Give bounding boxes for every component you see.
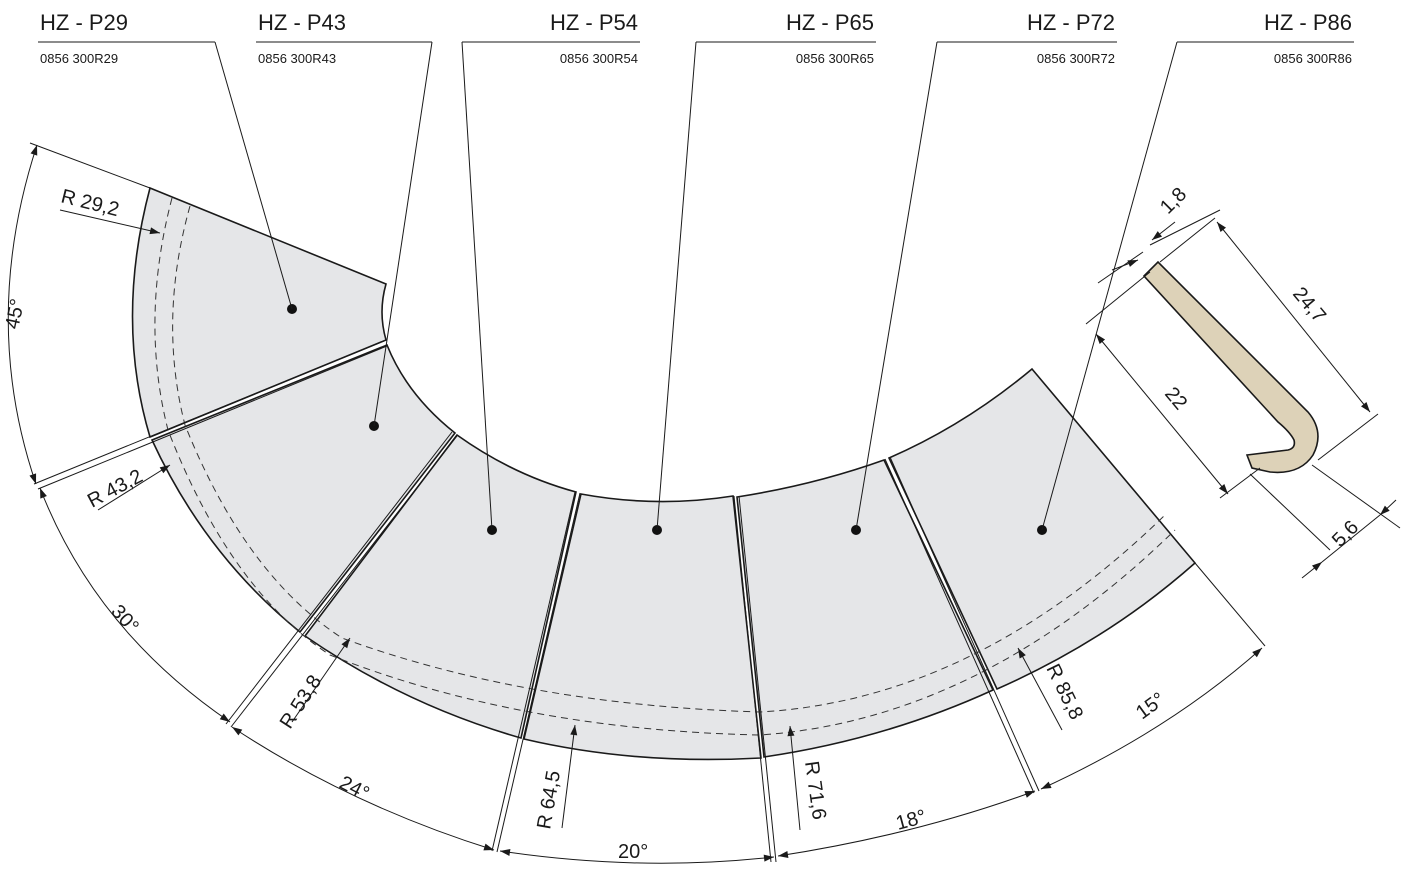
radius-64-5: R 64,5 bbox=[533, 769, 565, 831]
part-title-p54: HZ - P54 bbox=[550, 10, 638, 35]
part-title-p29: HZ - P29 bbox=[40, 10, 128, 35]
angle-30: 30° bbox=[106, 601, 143, 638]
part-code-p86: 0856 300R86 bbox=[1274, 51, 1352, 66]
part-title-p65: HZ - P65 bbox=[786, 10, 874, 35]
part-code-p72: 0856 300R72 bbox=[1037, 51, 1115, 66]
segment-p72 bbox=[736, 459, 995, 758]
profile-dim-1-8: 1,8 bbox=[1156, 183, 1191, 218]
radius-71-6: R 71,6 bbox=[800, 760, 830, 821]
part-code-p29: 0856 300R29 bbox=[40, 51, 118, 66]
part-title-p72: HZ - P72 bbox=[1027, 10, 1115, 35]
radius-53-8: R 53,8 bbox=[276, 671, 327, 732]
profile-dim-22: 22 bbox=[1160, 383, 1191, 414]
part-labels: HZ - P29 0856 300R29 HZ - P43 0856 300R4… bbox=[38, 10, 1354, 531]
segments bbox=[131, 186, 1197, 761]
segment-p54 bbox=[303, 433, 577, 740]
part-code-p65: 0856 300R65 bbox=[796, 51, 874, 66]
profile-dim-24-7: 24,7 bbox=[1288, 283, 1330, 327]
radius-43-2: R 43,2 bbox=[84, 465, 146, 512]
part-title-p43: HZ - P43 bbox=[258, 10, 346, 35]
angle-24: 24° bbox=[336, 772, 373, 805]
angle-18: 18° bbox=[894, 806, 929, 835]
segment-p29 bbox=[131, 186, 387, 439]
angle-dimensions: 45° 30° 24° 20° 18° 15° bbox=[1, 144, 1263, 864]
part-code-p43: 0856 300R43 bbox=[258, 51, 336, 66]
dashed-guides bbox=[154, 197, 1176, 736]
profile-dim-5-6: 5,6 bbox=[1328, 516, 1363, 551]
part-title-p86: HZ - P86 bbox=[1264, 10, 1352, 35]
radius-29-2: R 29,2 bbox=[59, 186, 122, 222]
part-code-p54: 0856 300R54 bbox=[560, 51, 638, 66]
radius-85-8: R 85,8 bbox=[1042, 661, 1088, 724]
angle-20: 20° bbox=[618, 841, 648, 863]
angle-45: 45° bbox=[1, 297, 29, 331]
cut-lines bbox=[29, 142, 1266, 863]
angle-15: 15° bbox=[1132, 688, 1169, 724]
